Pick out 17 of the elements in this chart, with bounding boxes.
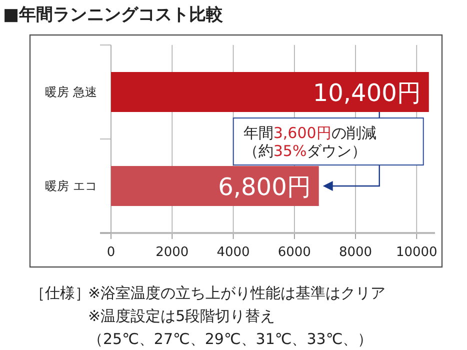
x-tick-label: 0 xyxy=(106,245,116,260)
annotation: 年間3,600円の削減 xyxy=(243,124,376,142)
text: ［仕様］ xyxy=(30,284,90,302)
annotation: （約35%ダウン） xyxy=(243,142,367,160)
data-label: 10,400円 xyxy=(312,79,421,107)
text: ※温度設定は5段階切り替え xyxy=(88,307,276,325)
x-tick-label: 8000 xyxy=(338,245,372,260)
x-tick-label: 10000 xyxy=(396,245,438,260)
y-tick-label: 暖房 エコ xyxy=(45,179,97,193)
x-tick-label: 6000 xyxy=(278,245,311,260)
text: （25℃、27℃、29℃、31℃、33℃、） xyxy=(88,330,373,348)
x-tick-label: 2000 xyxy=(156,245,189,260)
y-tick-label: 暖房 急速 xyxy=(45,85,97,99)
text: ※浴室温度の立ち上がり性能は基準はクリア xyxy=(88,284,386,302)
chart-title: ■年間ランニングコスト比較 xyxy=(3,5,224,25)
x-tick-label: 4000 xyxy=(216,245,250,260)
data-label: 6,800円 xyxy=(218,173,311,201)
